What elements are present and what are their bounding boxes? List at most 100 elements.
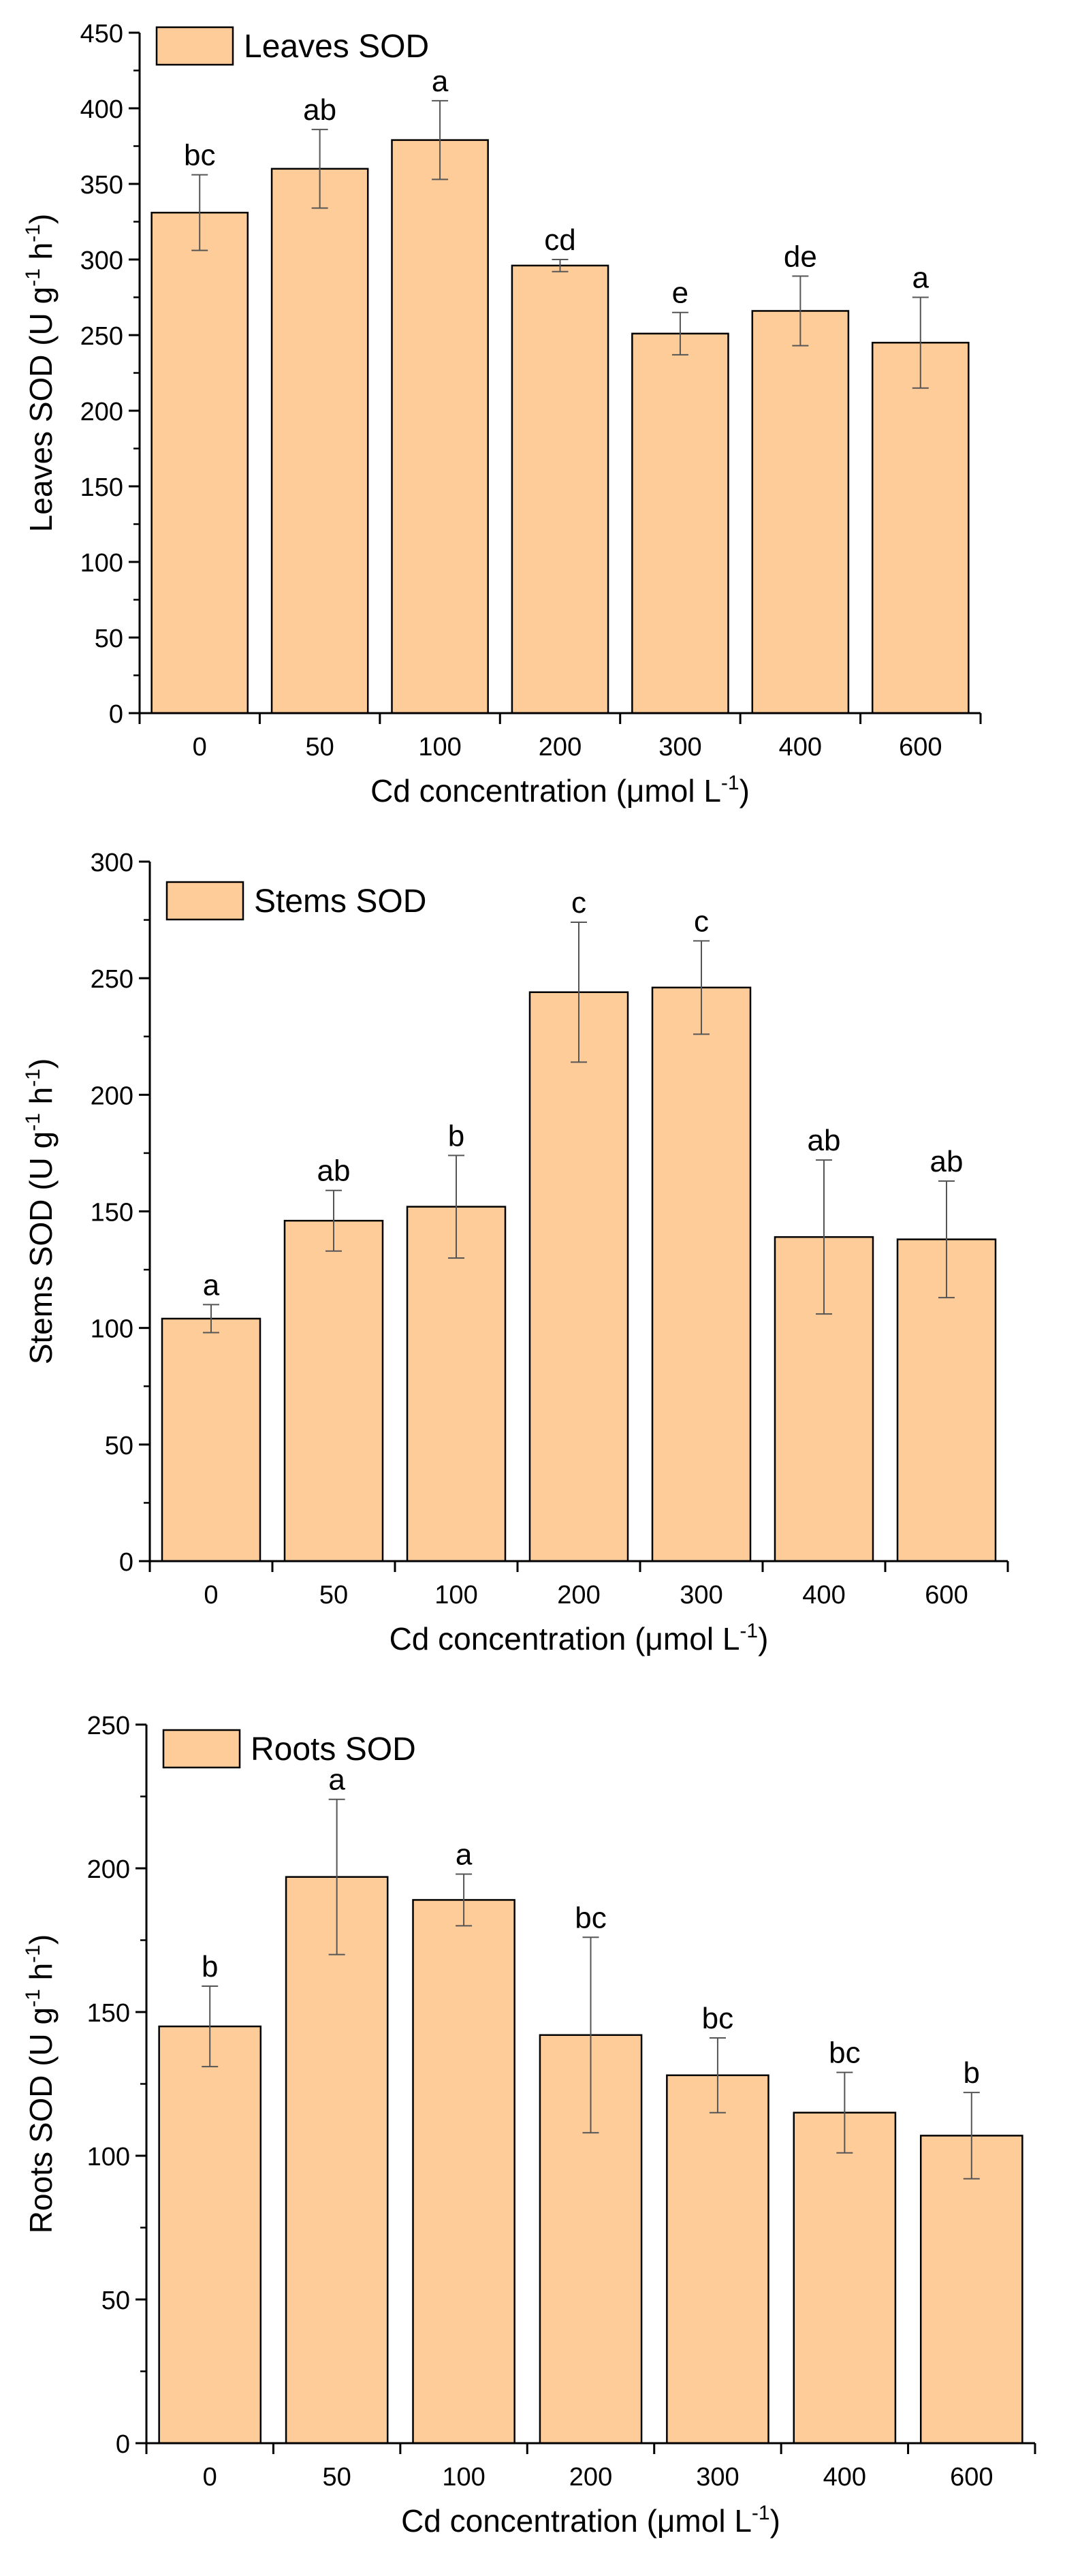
- leaves-significance-label: ab: [303, 93, 336, 127]
- roots-error-bar-50: [328, 1798, 345, 1955]
- stems-error-bar-600: [938, 1180, 955, 1299]
- roots-bar-0: [158, 2025, 262, 2445]
- leaves-y-tick-label: 150: [80, 473, 123, 502]
- stems-y-tick-label: 0: [119, 1548, 133, 1577]
- roots-x-tick-label: 400: [823, 2463, 866, 2492]
- stems-chart: a ab b c c ab ab 0 50 100 150 200 250 300 0 50 100 200 300…: [22, 849, 1009, 1656]
- roots-error-bar-600: [963, 2092, 980, 2180]
- stems-error-bar-200: [571, 922, 587, 1063]
- leaves-y-tick-label: 100: [80, 549, 123, 578]
- stems-x-axis-title: Cd concentration (μmol L-1): [390, 1620, 769, 1656]
- stems-bar-50: [283, 1219, 384, 1562]
- stems-significance-label: c: [571, 886, 586, 920]
- roots-bar-300: [666, 2074, 769, 2445]
- leaves-significance-label: bc: [184, 139, 215, 172]
- leaves-y-tick-label: 200: [80, 398, 123, 426]
- stems-error-bar-100: [448, 1155, 464, 1259]
- roots-y-tick-label: 50: [101, 2287, 130, 2315]
- leaves-error-bar-300: [671, 311, 688, 356]
- roots-legend-label: Roots SOD: [251, 1731, 416, 1768]
- leaves-bar-100: [391, 139, 489, 714]
- roots-significance-label: a: [456, 1838, 473, 1871]
- roots-y-tick-label: 150: [87, 1999, 130, 2028]
- leaves-significance-label: cd: [544, 223, 575, 257]
- leaves-bar-50: [270, 168, 369, 714]
- roots-significance-label: bc: [702, 2002, 733, 2035]
- roots-y-axis-title: Roots SOD (U g-1 h-1): [22, 1934, 59, 2233]
- stems-bar-300: [651, 986, 752, 1562]
- leaves-y-tick-label: 0: [109, 700, 123, 729]
- leaves-y-tick-label: 250: [80, 322, 123, 351]
- leaves-y-axis-title: Leaves SOD (U g-1 h-1): [22, 214, 59, 533]
- stems-y-axis-title: Stems SOD (U g-1 h-1): [22, 1058, 59, 1365]
- leaves-x-tick-label: 200: [539, 733, 582, 761]
- stems-y-tick-label: 200: [91, 1082, 133, 1110]
- leaves-significance-label: a: [912, 262, 929, 295]
- leaves-legend: Leaves SOD: [155, 26, 429, 66]
- leaves-significance-label: a: [432, 65, 449, 98]
- leaves-error-bar-100: [432, 99, 449, 180]
- roots-error-bar-400: [836, 2071, 853, 2154]
- leaves-y-tick-label: 450: [80, 20, 123, 48]
- roots-y-tick-label: 100: [87, 2143, 130, 2171]
- leaves-x-tick-label: 0: [193, 733, 207, 761]
- stems-legend-label: Stems SOD: [254, 883, 426, 920]
- stems-x-tick-label: 200: [557, 1581, 600, 1609]
- stems-error-bar-50: [325, 1189, 342, 1252]
- stems-y-tick-label: 150: [91, 1199, 133, 1227]
- roots-error-bar-100: [456, 1873, 473, 1927]
- stems-x-tick-label: 100: [434, 1581, 477, 1609]
- stems-error-bar-400: [816, 1159, 832, 1315]
- leaves-chart: bc ab a cd e de a 0 50 100 150 200 250 300 350 400 450 0 5…: [22, 20, 982, 808]
- stems-y-tick-label: 100: [91, 1315, 133, 1344]
- roots-error-bar-300: [709, 2037, 726, 2114]
- leaves-error-bar-400: [792, 275, 809, 347]
- stems-bar-0: [161, 1317, 261, 1562]
- leaves-x-tick-label: 100: [418, 733, 461, 761]
- stems-legend-swatch: [165, 881, 244, 921]
- roots-x-tick-label: 0: [203, 2463, 217, 2492]
- stems-significance-label: ab: [317, 1155, 351, 1188]
- roots-significance-label: b: [202, 1950, 218, 1983]
- stems-x-tick-label: 0: [204, 1581, 218, 1609]
- leaves-significance-label: e: [672, 277, 688, 310]
- leaves-error-bar-50: [311, 129, 328, 209]
- roots-bar-50: [285, 1876, 389, 2445]
- roots-significance-label: bc: [829, 2037, 860, 2070]
- roots-significance-label: a: [328, 1763, 345, 1797]
- leaves-bar-300: [631, 332, 729, 714]
- roots-error-bar-200: [582, 1936, 599, 2134]
- leaves-x-tick-label: 300: [658, 733, 701, 761]
- leaves-significance-label: de: [784, 240, 817, 273]
- roots-bar-100: [412, 1899, 515, 2445]
- roots-x-tick-label: 200: [569, 2463, 612, 2492]
- stems-significance-label: ab: [930, 1145, 964, 1178]
- roots-legend-swatch: [162, 1729, 241, 1769]
- roots-y-tick-label: 0: [116, 2430, 130, 2459]
- roots-bar-400: [793, 2111, 897, 2445]
- stems-y-tick-label: 300: [91, 849, 133, 877]
- roots-x-axis-title: Cd concentration (μmol L-1): [401, 2502, 780, 2539]
- stems-bar-100: [406, 1206, 507, 1562]
- stems-legend: Stems SOD: [165, 881, 426, 921]
- roots-bar-600: [919, 2135, 1023, 2445]
- leaves-bar-600: [871, 341, 970, 714]
- stems-x-tick-label: 600: [925, 1581, 968, 1609]
- leaves-bar-0: [150, 211, 249, 714]
- leaves-y-tick-label: 350: [80, 171, 123, 200]
- leaves-bar-200: [511, 264, 609, 714]
- roots-x-tick-label: 600: [950, 2463, 993, 2492]
- leaves-y-tick-label: 300: [80, 247, 123, 275]
- stems-significance-label: c: [694, 905, 709, 938]
- leaves-bar-400: [751, 310, 850, 714]
- leaves-legend-label: Leaves SOD: [244, 29, 429, 65]
- roots-chart: b a a bc bc bc b 0 50 100 150 200 250 0 50 100 200 300 400…: [22, 1712, 1036, 2539]
- roots-x-tick-label: 100: [442, 2463, 485, 2492]
- stems-y-tick-label: 50: [105, 1432, 133, 1460]
- leaves-y-tick-label: 50: [95, 625, 123, 653]
- roots-error-bar-0: [202, 1985, 219, 2068]
- leaves-x-tick-label: 600: [899, 733, 942, 761]
- stems-significance-label: ab: [808, 1124, 841, 1157]
- stems-x-tick-label: 400: [802, 1581, 845, 1609]
